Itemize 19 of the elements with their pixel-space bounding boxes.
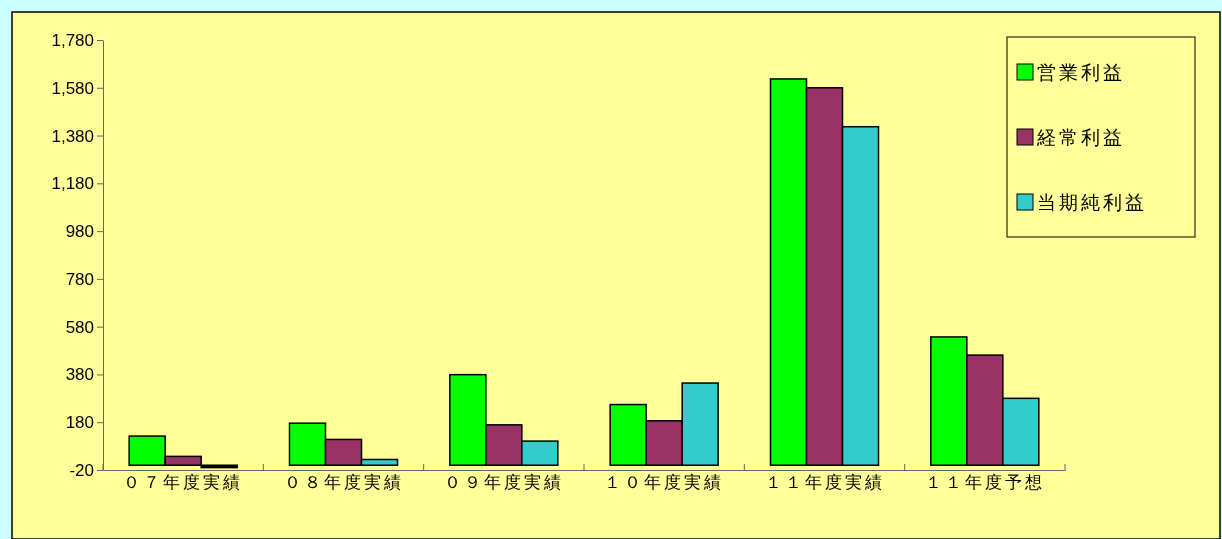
legend-label: 経常利益 bbox=[1036, 125, 1125, 148]
y-tick-label: 380 bbox=[65, 365, 94, 385]
x-tick-label: ０８年度実績 bbox=[283, 473, 404, 493]
y-tick-label: 180 bbox=[65, 413, 94, 433]
y-tick-label: 1,780 bbox=[51, 30, 94, 50]
legend-label: 営業利益 bbox=[1037, 60, 1125, 83]
x-tick-label: ０７年度実績 bbox=[123, 473, 244, 493]
legend-label: 当期純利益 bbox=[1037, 190, 1147, 213]
y-tick-label: 580 bbox=[65, 317, 94, 337]
x-tick-label: １１年度予想 bbox=[924, 473, 1045, 493]
y-tick-label: 980 bbox=[65, 222, 94, 242]
y-tick-label: -20 bbox=[69, 460, 94, 480]
y-tick-label: 1,580 bbox=[51, 78, 94, 98]
y-tick-label: 780 bbox=[65, 269, 94, 289]
y-tick-label: 1,380 bbox=[51, 126, 94, 146]
x-tick-label: １０年度実績 bbox=[604, 473, 725, 493]
y-tick-label: 1,180 bbox=[51, 174, 94, 194]
x-tick-label: ０９年度実績 bbox=[443, 473, 564, 493]
x-tick-label: １１年度実績 bbox=[764, 473, 885, 493]
